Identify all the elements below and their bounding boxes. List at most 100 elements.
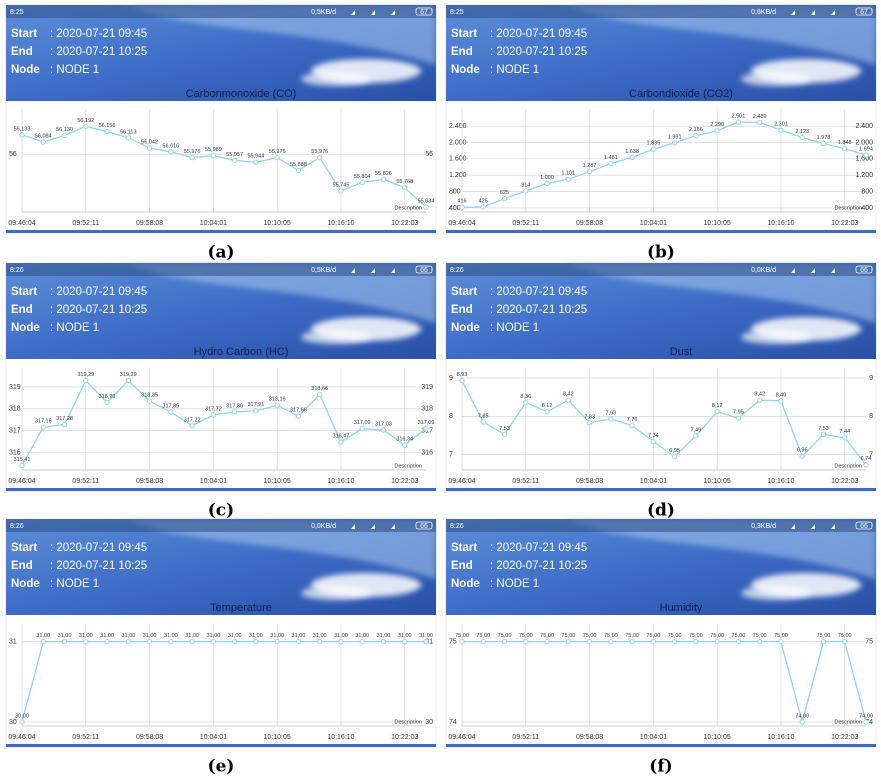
- status-bar: [6, 263, 436, 276]
- description: Description: [394, 719, 422, 725]
- value-label: 316,47: [333, 434, 350, 440]
- description: Description: [394, 463, 422, 469]
- value-label: 317,09: [354, 420, 371, 426]
- chart-title: Temperature: [210, 602, 272, 614]
- x-tick-label: 10:22:03: [391, 478, 418, 485]
- x-tick-label: 10:16:10: [327, 478, 354, 485]
- y2-tick-label: 1.200: [855, 172, 873, 179]
- data-point: [402, 185, 408, 191]
- header-value: : 2020-07-21 10:25: [490, 560, 587, 572]
- data-point: [693, 638, 699, 645]
- sea-wave: [126, 5, 436, 65]
- value-label: 31,00: [249, 633, 263, 639]
- panel-caption: (a): [207, 243, 234, 263]
- signal-icons: [351, 524, 395, 529]
- description: Description: [834, 463, 862, 469]
- y2-tick-label: 30: [425, 719, 433, 726]
- battery-level: 67: [860, 9, 868, 16]
- data-point: [19, 719, 25, 725]
- value-label: 7,44: [839, 429, 850, 435]
- value-label: 31,00: [100, 633, 114, 639]
- header-label: End: [451, 46, 473, 58]
- value-label: 75,00: [753, 633, 767, 639]
- x-tick-label: 09:52:11: [72, 478, 99, 485]
- data-point: [544, 180, 550, 187]
- x-tick-label: 09:52:11: [72, 734, 99, 741]
- value-label: 55,745: [333, 182, 350, 188]
- data-point: [359, 425, 365, 432]
- y-tick-label: 2.000: [449, 139, 467, 146]
- signal-icons: [791, 524, 835, 529]
- header-value: : 2020-07-21 09:45: [490, 286, 587, 298]
- x-tick-label: 10:04:01: [640, 734, 667, 741]
- data-point: [523, 399, 529, 406]
- data-point: [735, 415, 742, 421]
- data-point: [83, 377, 89, 384]
- y2-tick-label: 74: [865, 719, 873, 726]
- battery-level: 66: [860, 267, 868, 274]
- status-speed: 0,6KB/d: [751, 9, 776, 16]
- battery-icon: [855, 521, 873, 530]
- bottom-bar: [6, 230, 436, 233]
- data-point: [423, 638, 429, 645]
- value-label: 75,00: [689, 633, 703, 639]
- bottom-bar: [446, 488, 876, 491]
- value-label: 31,00: [164, 633, 178, 639]
- data-point: [799, 134, 805, 141]
- x-tick-label: 09:52:11: [512, 478, 539, 485]
- cloud: [301, 586, 371, 600]
- data-point: [231, 638, 238, 645]
- value-label: 31,00: [292, 633, 306, 639]
- value-label: 317,72: [205, 406, 222, 412]
- data-point: [295, 638, 302, 645]
- value-label: 8,42: [563, 392, 574, 398]
- header-label: End: [451, 560, 473, 572]
- header-label: Start: [451, 542, 477, 554]
- data-point: [565, 397, 572, 403]
- status-speed: 0,5KB/d: [311, 267, 336, 274]
- status-time: 8:25: [450, 9, 464, 16]
- value-label: 7,95: [733, 410, 744, 416]
- value-label: 8,12: [712, 403, 723, 409]
- value-label: 317,66: [290, 408, 307, 414]
- status-speed: 0,5KB/d: [311, 9, 336, 16]
- data-point: [189, 638, 195, 645]
- value-label: 75,00: [817, 633, 831, 639]
- value-label: 6,96: [797, 448, 808, 454]
- x-tick-label: 10:04:01: [200, 220, 227, 227]
- data-point: [608, 161, 614, 167]
- panel-caption: (b): [647, 243, 675, 263]
- data-point: [295, 413, 302, 419]
- status-bar: [6, 519, 436, 532]
- x-tick-label: 09:58:08: [136, 478, 163, 485]
- data-point: [650, 638, 657, 645]
- data-point: [104, 399, 110, 406]
- x-tick-label: 10:10:05: [264, 220, 291, 227]
- y2-tick-label: 56: [425, 151, 433, 158]
- data-point: [756, 638, 763, 645]
- x-tick-label: 10:04:01: [640, 478, 667, 485]
- y-tick-label: 1.600: [449, 156, 467, 163]
- data-point: [501, 196, 508, 202]
- data-point: [671, 140, 678, 146]
- value-label: 75,00: [732, 633, 746, 639]
- data-point: [210, 638, 217, 645]
- data-point: [756, 119, 763, 126]
- value-label: 56,156: [99, 123, 116, 129]
- value-label: 56,130: [56, 127, 73, 133]
- y2-tick-label: 31: [425, 638, 433, 645]
- value-label: 317,16: [35, 419, 52, 425]
- data-point: [146, 398, 153, 404]
- value-label: 317,09: [418, 420, 435, 426]
- data-point: [402, 442, 408, 448]
- status-bar: [446, 5, 876, 18]
- value-label: 31,00: [313, 633, 327, 639]
- x-tick-label: 09:52:11: [512, 734, 539, 741]
- data-point: [274, 402, 280, 408]
- value-label: 2.123: [795, 129, 809, 135]
- x-tick-label: 10:16:10: [767, 220, 794, 227]
- value-label: 31,00: [228, 633, 242, 639]
- data-point: [104, 638, 110, 645]
- data-point: [501, 638, 508, 645]
- header-value: : NODE 1: [490, 64, 539, 76]
